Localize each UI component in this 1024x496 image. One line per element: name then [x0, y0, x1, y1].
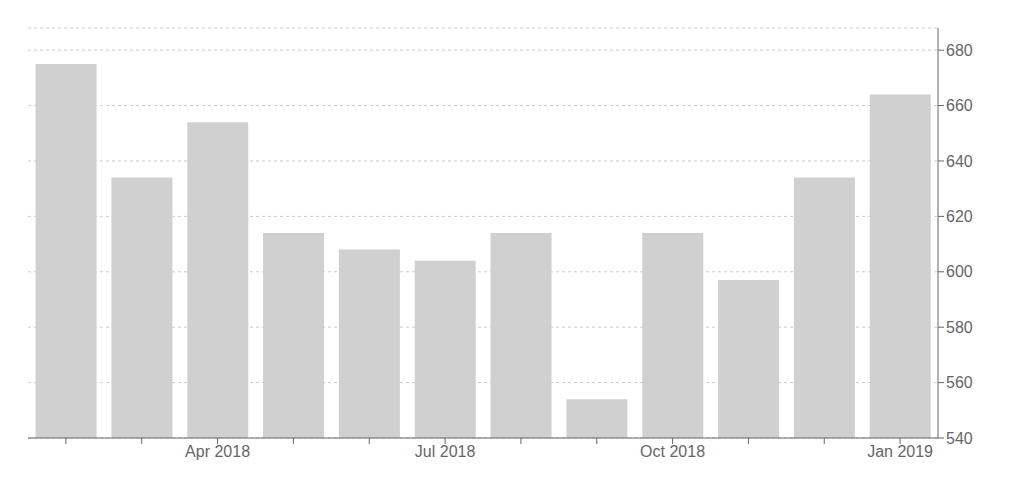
svg-text:540: 540 — [946, 430, 973, 447]
svg-text:Apr 2018: Apr 2018 — [185, 443, 250, 460]
svg-text:600: 600 — [946, 263, 973, 280]
svg-text:560: 560 — [946, 374, 973, 391]
svg-text:580: 580 — [946, 319, 973, 336]
svg-text:660: 660 — [946, 97, 973, 114]
svg-text:Oct 2018: Oct 2018 — [640, 443, 705, 460]
svg-text:Jul 2018: Jul 2018 — [415, 443, 476, 460]
svg-text:Jan 2019: Jan 2019 — [867, 443, 933, 460]
svg-text:640: 640 — [946, 153, 973, 170]
svg-text:680: 680 — [946, 42, 973, 59]
svg-text:620: 620 — [946, 208, 973, 225]
